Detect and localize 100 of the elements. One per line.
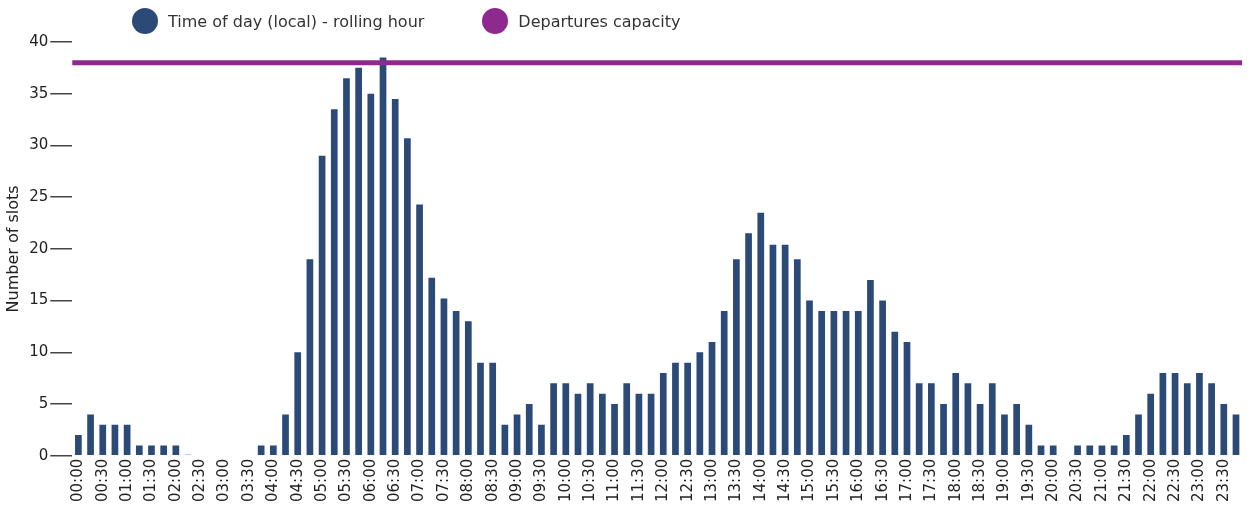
bar	[538, 424, 545, 456]
bar	[659, 373, 667, 456]
x-tick-label: 11:00	[604, 458, 623, 503]
x-tick-label: 05:00	[311, 458, 330, 503]
x-tick-label: 07:30	[433, 458, 452, 503]
bar	[270, 445, 277, 456]
bar	[806, 300, 813, 456]
bar	[477, 362, 484, 456]
bar	[489, 362, 497, 456]
bar	[1183, 383, 1191, 456]
bar	[135, 445, 143, 456]
bar	[464, 321, 472, 456]
bar	[282, 414, 289, 456]
bar	[550, 383, 557, 456]
y-tick-label: 40	[29, 31, 49, 50]
y-tick-label: 5	[38, 393, 49, 412]
x-tick-label: 05:30	[336, 458, 355, 503]
x-tick-label: 11:30	[628, 458, 647, 503]
x-tick-label: 12:00	[653, 458, 672, 503]
bar	[367, 93, 375, 456]
x-tick-label: 02:00	[165, 458, 184, 503]
bar	[404, 138, 411, 456]
legend-label: Departures capacity	[518, 11, 681, 31]
x-tick-label: 20:00	[1043, 458, 1062, 503]
x-tick-label: 22:00	[1140, 458, 1159, 503]
x-tick-label: 17:00	[896, 458, 915, 503]
x-tick-label: 21:00	[1091, 458, 1110, 503]
bar	[160, 445, 168, 456]
x-tick-label: 21:30	[1116, 458, 1135, 503]
bar	[428, 277, 436, 456]
y-tick-label: 20	[29, 238, 49, 257]
x-tick-label: 23:30	[1213, 458, 1232, 503]
bar	[1196, 373, 1203, 456]
x-tick-label: 00:00	[68, 458, 87, 503]
bar	[720, 310, 728, 456]
x-tick-label: 19:30	[1018, 458, 1037, 503]
x-tick-label: 09:00	[506, 458, 525, 503]
bar	[818, 310, 826, 456]
x-tick-label: 23:00	[1189, 458, 1208, 503]
x-tick-label: 13:30	[726, 458, 745, 503]
bar	[1001, 414, 1008, 456]
bar	[306, 259, 314, 456]
bar	[623, 383, 631, 456]
y-tick-label: 25	[29, 187, 49, 206]
bar	[696, 352, 704, 456]
bar	[684, 362, 691, 456]
x-tick-label: 14:30	[775, 458, 794, 503]
bar	[525, 404, 533, 456]
x-tick-label: 19:00	[994, 458, 1013, 503]
y-tick-label: 30	[29, 135, 49, 154]
bar	[1135, 414, 1142, 456]
bar	[879, 300, 886, 456]
bar	[891, 331, 899, 456]
x-tick-label: 15:30	[823, 458, 842, 503]
bar	[391, 98, 399, 456]
bar	[940, 404, 947, 456]
bar	[1098, 445, 1106, 456]
bar	[928, 383, 935, 456]
x-tick-label: 15:00	[799, 458, 818, 503]
y-tick-label: 35	[29, 83, 49, 102]
bar	[416, 204, 423, 456]
x-tick-label: 13:00	[701, 458, 720, 503]
bar	[964, 383, 972, 456]
bar	[172, 445, 180, 456]
x-tick-label: 17:30	[921, 458, 940, 503]
x-tick-label: 22:30	[1164, 458, 1183, 503]
y-tick-label: 0	[38, 445, 49, 464]
bar	[915, 383, 923, 456]
bar	[854, 310, 862, 456]
x-tick-label: 06:30	[385, 458, 404, 503]
x-tick-label: 08:30	[482, 458, 501, 503]
x-tick-label: 03:00	[214, 458, 233, 503]
x-tick-label: 14:00	[750, 458, 769, 503]
bar	[75, 435, 82, 456]
x-tick-label: 04:00	[263, 458, 282, 503]
x-tick-label: 16:00	[848, 458, 867, 503]
bar	[1049, 445, 1057, 456]
bar	[1110, 445, 1118, 456]
bar	[988, 383, 996, 456]
bar	[1074, 445, 1081, 456]
x-tick-label: 03:30	[238, 458, 257, 503]
bar	[513, 414, 521, 456]
y-tick-label: 10	[29, 342, 49, 361]
x-tick-label: 02:30	[190, 458, 209, 503]
bar	[745, 233, 752, 456]
y-tick-label: 15	[29, 290, 49, 309]
bar	[257, 445, 265, 456]
x-tick-label: 07:00	[409, 458, 428, 503]
x-tick-label: 09:30	[531, 458, 550, 503]
bar	[87, 414, 94, 456]
x-tick-label: 12:30	[677, 458, 696, 503]
bar	[1013, 404, 1020, 456]
bar	[867, 279, 874, 456]
bar	[1122, 435, 1130, 456]
bar	[99, 424, 107, 456]
bar	[1208, 383, 1215, 456]
bar	[330, 109, 338, 456]
bar	[952, 373, 960, 456]
bar	[148, 445, 155, 456]
legend-label: Time of day (local) - rolling hour	[168, 11, 425, 31]
